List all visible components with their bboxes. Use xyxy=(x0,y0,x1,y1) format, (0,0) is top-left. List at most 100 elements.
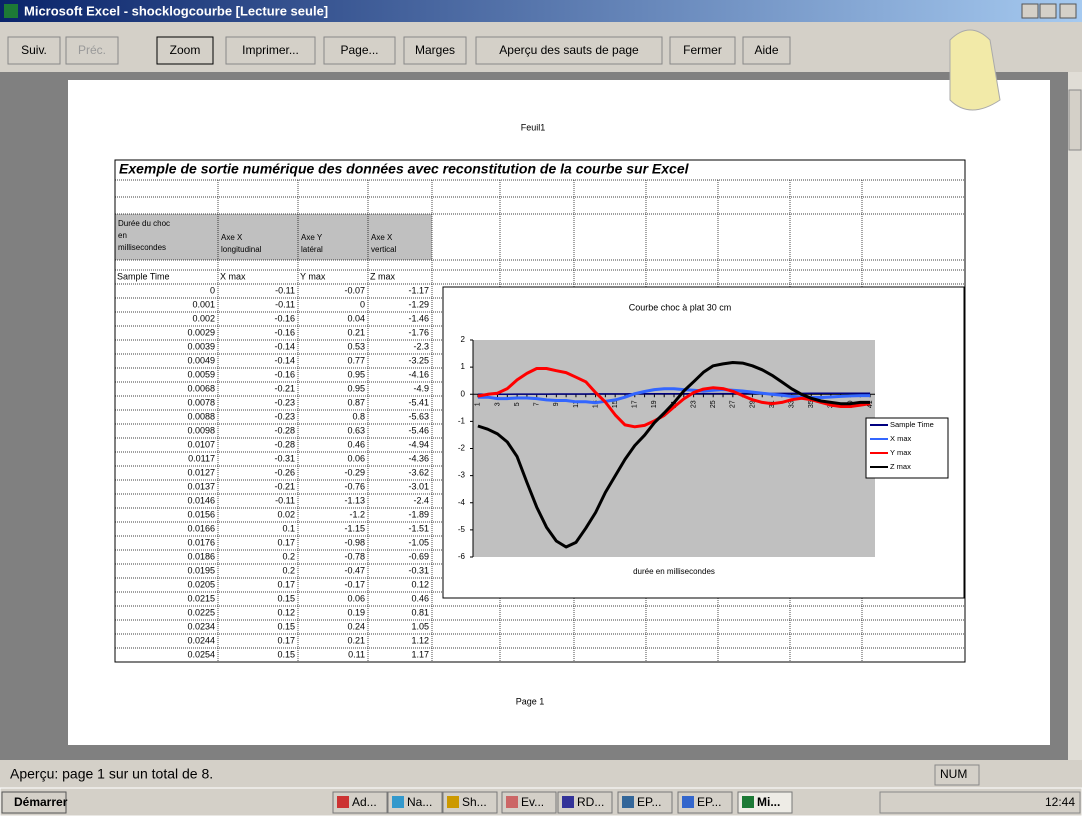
table-cell: -1.76 xyxy=(408,327,429,337)
table-cell: 0.0176 xyxy=(187,537,215,547)
office-assistant xyxy=(949,29,1001,111)
table-cell: -2.3 xyxy=(413,341,429,351)
y-tick-label: 1 xyxy=(461,362,466,371)
table-cell: -0.23 xyxy=(274,411,295,421)
toolbar-button[interactable] xyxy=(65,36,119,65)
column-header: Durée du choc en millisecondes xyxy=(118,219,170,252)
excel-icon xyxy=(4,4,18,18)
toolbar-button-label: Suiv. xyxy=(21,43,47,57)
x-tick-label: 13 xyxy=(592,400,599,408)
table-cell: 0.0195 xyxy=(187,565,215,575)
table-cell: 0.12 xyxy=(411,579,429,589)
toolbar-button[interactable] xyxy=(156,36,214,65)
toolbar-button[interactable] xyxy=(669,36,736,65)
y-tick-label: -2 xyxy=(458,444,466,453)
legend-label: Sample Time xyxy=(890,420,934,429)
taskbar-icon xyxy=(562,796,574,808)
table-cell: 0.0146 xyxy=(187,495,215,505)
table-cell: -1.17 xyxy=(408,285,429,295)
toolbar-button[interactable] xyxy=(225,36,316,65)
table-cell: 0.002 xyxy=(192,313,215,323)
table-cell: 0.0117 xyxy=(188,453,215,463)
taskbar-item-label: Ev... xyxy=(521,795,544,809)
table-cell: 0.02 xyxy=(277,509,295,519)
x-tick-label: 7 xyxy=(534,402,541,406)
table-cell: -0.23 xyxy=(274,397,295,407)
table-cell: -0.28 xyxy=(274,439,295,449)
table-cell: 0.0029 xyxy=(187,327,215,337)
table-cell: 0.87 xyxy=(347,397,365,407)
taskbar-item-label: RD... xyxy=(577,795,604,809)
x-tick-label: 15 xyxy=(612,400,619,408)
table-cell: -1.05 xyxy=(408,537,429,547)
x-tick-label: 19 xyxy=(651,400,658,408)
taskbar-icon xyxy=(622,796,634,808)
series-line xyxy=(477,392,871,396)
table-cell: 0.21 xyxy=(347,635,365,645)
table-cell: 0.0078 xyxy=(187,397,215,407)
table-cell: -0.26 xyxy=(274,467,295,477)
column-name: Y max xyxy=(300,271,326,281)
table-cell: 0.001 xyxy=(192,299,215,309)
x-tick-label: 5 xyxy=(514,402,521,406)
table-cell: 0.0234 xyxy=(187,621,215,631)
table-cell: 0.17 xyxy=(277,579,295,589)
table-cell: 0.0039 xyxy=(187,341,215,351)
table-cell: 0.0205 xyxy=(187,579,215,589)
table-cell: -0.98 xyxy=(344,537,365,547)
column-name: Z max xyxy=(370,271,396,281)
toolbar-button[interactable] xyxy=(475,36,663,65)
table-cell: 0.2 xyxy=(282,565,295,575)
table-cell: 1.05 xyxy=(411,621,429,631)
taskbar-item-label: Mi... xyxy=(757,795,780,809)
table-cell: 0.46 xyxy=(411,593,429,603)
table-cell: -5.41 xyxy=(408,397,429,407)
table-cell: -0.31 xyxy=(274,453,295,463)
toolbar-button[interactable] xyxy=(403,36,467,65)
table-cell: -1.13 xyxy=(344,495,365,505)
scroll-thumb[interactable] xyxy=(1068,89,1082,151)
table-cell: -1.46 xyxy=(408,313,429,323)
table-cell: 0.0215 xyxy=(187,593,215,603)
toolbar-button[interactable] xyxy=(323,36,396,65)
toolbar-button-label: Fermer xyxy=(683,43,722,57)
toolbar-button-label: Zoom xyxy=(170,43,201,57)
table-cell: 0.12 xyxy=(277,607,295,617)
system-tray xyxy=(879,791,1081,814)
toolbar-button[interactable] xyxy=(7,36,61,65)
table-cell: -4.36 xyxy=(408,453,429,463)
y-tick-label: -3 xyxy=(458,471,466,480)
taskbar-icon xyxy=(392,796,404,808)
title-bar xyxy=(0,0,1082,22)
page-header: Feuil1 xyxy=(521,122,546,132)
toolbar-button-label: Page... xyxy=(340,43,378,57)
minimize-button[interactable] xyxy=(1021,3,1039,19)
scrollbar[interactable] xyxy=(1068,72,1082,760)
x-tick-label: 17 xyxy=(632,400,639,408)
table-cell: -0.16 xyxy=(274,327,295,337)
table-cell: 0.0059 xyxy=(187,369,215,379)
table-cell: 0.17 xyxy=(277,537,295,547)
table-cell: -5.46 xyxy=(408,425,429,435)
maximize-button[interactable] xyxy=(1039,3,1057,19)
taskbar-icon xyxy=(337,796,349,808)
table-cell: -3.25 xyxy=(408,355,429,365)
taskbar-icon xyxy=(742,796,754,808)
status-text: Aperçu: page 1 sur un total de 8. xyxy=(10,766,213,782)
table-cell: 0.81 xyxy=(411,607,429,617)
toolbar-button[interactable] xyxy=(742,36,791,65)
close-button[interactable] xyxy=(1059,3,1077,19)
table-cell: -1.89 xyxy=(408,509,429,519)
table-title: Exemple de sortie numérique des données … xyxy=(119,161,690,177)
start-button[interactable] xyxy=(1,791,67,814)
table-cell: 0.21 xyxy=(347,327,365,337)
table-cell: 0.04 xyxy=(347,313,365,323)
taskbar-icon xyxy=(447,796,459,808)
y-tick-label: -4 xyxy=(458,498,466,507)
toolbar-button-label: Préc. xyxy=(78,43,106,57)
column-name: Sample Time xyxy=(117,271,170,281)
table-cell: 0.0088 xyxy=(187,411,215,421)
